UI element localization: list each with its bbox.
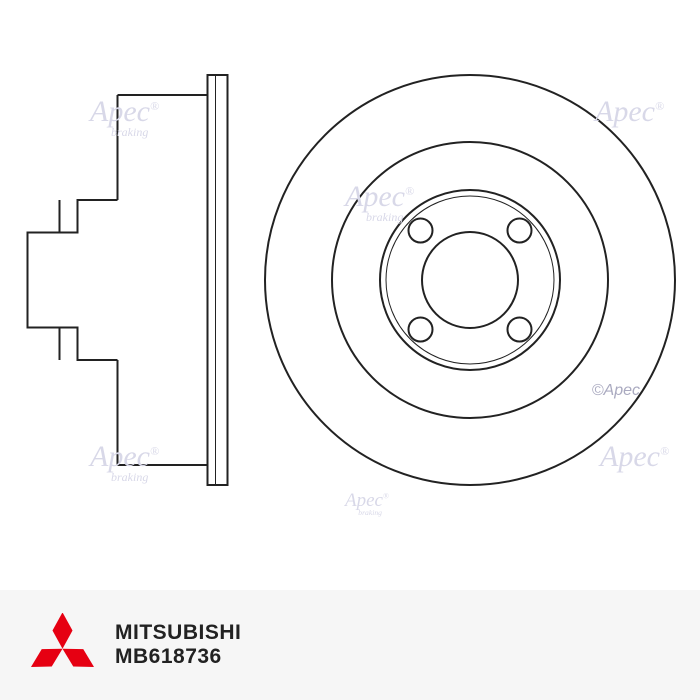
mitsubishi-logo-icon (30, 613, 95, 678)
diagram-area: Apec®brakingApec®brakingApec®Apec®brakin… (0, 0, 700, 560)
brand-name: MITSUBISHI (115, 621, 241, 645)
footer-bar: MITSUBISHI MB618736 (0, 590, 700, 700)
brake-disc-diagram (0, 0, 700, 560)
copyright-text: ©Apec (592, 382, 640, 400)
part-number: MB618736 (115, 645, 241, 669)
